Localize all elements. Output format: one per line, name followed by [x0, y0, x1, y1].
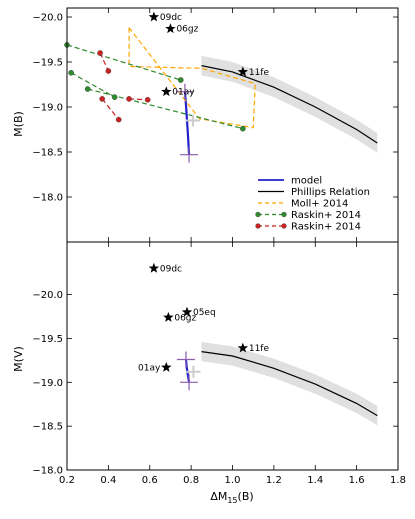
ylabel-bottom: M(V) [12, 346, 25, 372]
axis-labels: M(B) M(V) ΔM15(B) [12, 111, 254, 505]
series-phillips-relation-line-0 [201, 65, 378, 144]
star-marker-06gz [163, 311, 174, 322]
series-marker [99, 96, 105, 102]
star-label-11fe: 11fe [249, 68, 270, 78]
star-marker-11fe [237, 342, 249, 353]
xtick-label: 1.4 [307, 475, 323, 486]
xtick-label: 1.8 [390, 475, 406, 486]
star-label-06gz: 06gz [176, 25, 198, 35]
legend-label: Phillips Relation [291, 187, 370, 198]
ytick-label: −18.0 [32, 193, 63, 204]
ytick-label: −19.0 [32, 378, 63, 389]
legend-marker [255, 211, 261, 218]
series-marker [115, 116, 122, 123]
star-marker-01ay [161, 86, 172, 97]
star-marker-01ay [161, 361, 172, 372]
star-label-01ay: 01ay [138, 363, 161, 373]
ytick-label: −18.0 [32, 466, 63, 477]
series-marker [177, 77, 184, 83]
series-marker [105, 68, 112, 74]
legend-label: Moll+ 2014 [291, 199, 348, 210]
ytick-label: −18.5 [32, 148, 63, 159]
star-label-06gz: 06gz [174, 313, 196, 323]
series-raskin-2014-line-0 [66, 44, 181, 81]
xtick-label: 0.2 [59, 475, 75, 486]
xlabel: ΔM15(B) [210, 490, 253, 505]
phillips-band [201, 341, 378, 426]
legend-label: model [291, 176, 322, 187]
series-marker [240, 125, 246, 132]
star-marker-09dc [148, 262, 160, 273]
ylabel-top: M(B) [12, 111, 25, 137]
series-phillips-relation-line-0 [201, 351, 378, 417]
series-raskin-2014-line-1 [70, 72, 115, 98]
series-marker [126, 96, 132, 102]
ytick-label: −19.5 [32, 58, 63, 69]
star-label-01ay: 01ay [172, 88, 195, 98]
xtick-label: 1.6 [349, 475, 365, 486]
xtick-label: 0.4 [100, 475, 116, 486]
ytick-label: −20.0 [32, 290, 63, 301]
legend-label: Raskin+ 2014 [291, 210, 361, 221]
xtick-label: 0.6 [142, 475, 158, 486]
star-marker-06gz [165, 23, 176, 34]
series-marker [84, 86, 91, 92]
series-raskin-2014-line-2 [87, 88, 243, 130]
series-raskin-2014-line-0 [99, 52, 109, 72]
series-marker [144, 97, 151, 103]
star-marker-11fe [237, 66, 249, 77]
phillips-band [201, 55, 378, 153]
star-marker-05eq [181, 306, 193, 317]
ytick-label: −18.5 [32, 422, 63, 433]
ytick-label: −20.0 [32, 13, 63, 24]
series-moll-2014-line-0 [128, 27, 256, 129]
ytick-label: −19.5 [32, 334, 63, 345]
series-raskin-2014-line-1 [101, 98, 120, 120]
legend-marker [281, 211, 287, 218]
star-label-09dc: 09dc [160, 13, 182, 23]
star-label-09dc: 09dc [160, 264, 182, 274]
star-label-11fe: 11fe [249, 344, 270, 354]
legend-marker [255, 223, 261, 229]
xtick-label: 0.8 [183, 475, 199, 486]
panel-mb: 09dc 06gz 11fe 01ay −20.0 −19.5 −19.0 −18.5 −18.… [32, 7, 399, 243]
star-label-05eq: 05eq [193, 308, 216, 318]
xtick-label: 1.2 [266, 475, 282, 486]
legend-label: Raskin+ 2014 [291, 222, 361, 233]
xtick-label: 1.0 [225, 475, 241, 486]
ytick-label: −19.0 [32, 103, 63, 114]
series-marker [97, 50, 103, 56]
series-raskin-2014-line-2 [129, 98, 148, 101]
series-marker [68, 70, 74, 76]
star-marker-09dc [148, 11, 160, 22]
legend-marker [281, 223, 287, 229]
